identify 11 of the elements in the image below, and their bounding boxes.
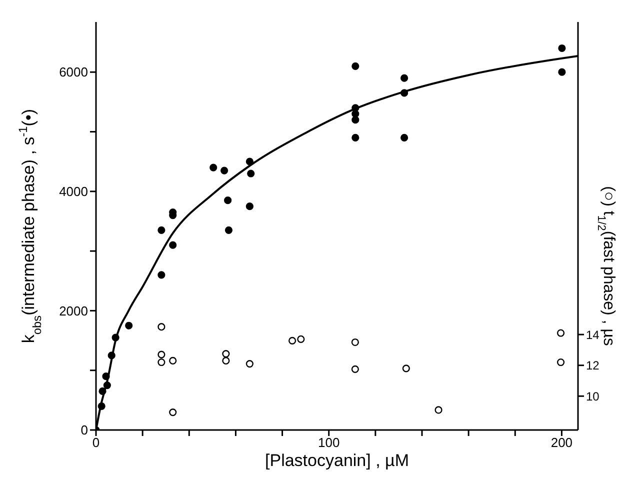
y-tick-label: 0 [80,422,88,438]
y-tick-label: 6000 [59,64,88,80]
x-tick-label: 100 [318,435,340,450]
x-tick-label: 200 [550,435,573,450]
y-tick-label: 2000 [59,303,88,318]
y2-tick-label: 12 [586,358,600,373]
y2-tick-label: 14 [586,328,600,342]
x-tick-label: 0 [92,435,100,450]
y-tick-label: 4000 [59,184,88,200]
x-axis-title: [Plastocyanin] , µM [265,451,409,470]
y2-tick-label: 10 [586,389,600,404]
